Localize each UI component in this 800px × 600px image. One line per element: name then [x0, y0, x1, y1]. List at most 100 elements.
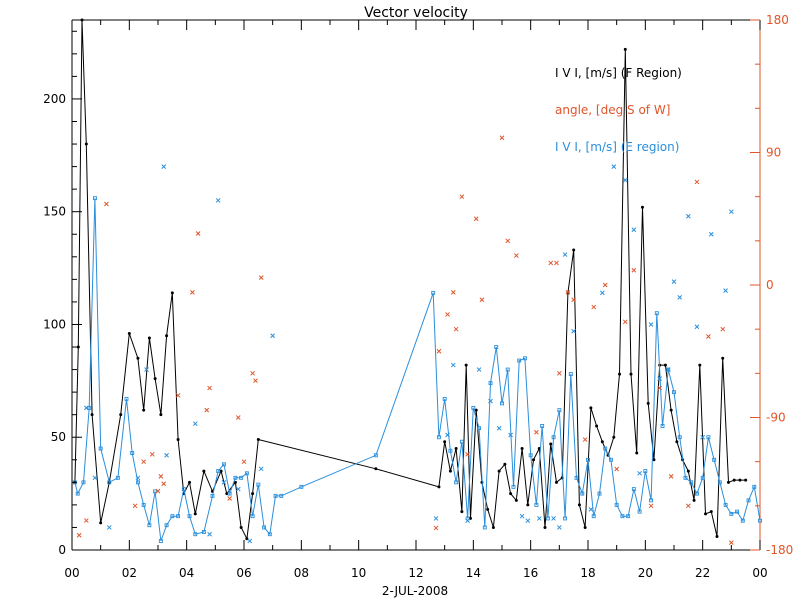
- data-point: [551, 516, 556, 521]
- x-tick-label: 06: [236, 566, 251, 580]
- data-point: [149, 451, 155, 457]
- data-point: [488, 398, 493, 404]
- data-point: [239, 525, 243, 529]
- data-point: [723, 288, 728, 293]
- data-point: [104, 201, 109, 207]
- data-point: [654, 311, 659, 316]
- data-point: [589, 406, 593, 410]
- data-point: [258, 275, 264, 280]
- chart-title: Vector velocity: [364, 5, 468, 21]
- data-point: [279, 493, 284, 498]
- data-point: [141, 502, 146, 507]
- data-point: [164, 452, 169, 458]
- data-point: [227, 496, 233, 501]
- data-point: [188, 480, 192, 484]
- data-point: [106, 525, 112, 530]
- data-point: [445, 312, 450, 317]
- legend-entry: I V I, [m/s] (F Region): [555, 66, 682, 80]
- data-point: [225, 492, 229, 496]
- data-point: [75, 491, 80, 496]
- data-point: [660, 424, 665, 428]
- data-point: [436, 348, 442, 354]
- data-point: [158, 474, 164, 479]
- data-point: [591, 514, 596, 519]
- x-tick-label: 12: [408, 566, 423, 580]
- x-tick-label: 00: [752, 566, 767, 580]
- series-f_region: [73, 18, 748, 541]
- data-point: [505, 367, 510, 372]
- data-point: [270, 333, 276, 339]
- data-point: [453, 326, 459, 332]
- data-point: [704, 512, 708, 516]
- data-point: [164, 523, 169, 528]
- data-point: [170, 291, 174, 295]
- data-point: [698, 363, 702, 367]
- data-point: [675, 440, 679, 444]
- data-point: [536, 516, 542, 521]
- data-point: [436, 435, 441, 440]
- data-point: [190, 290, 195, 295]
- data-point: [496, 425, 502, 431]
- data-point: [165, 334, 169, 338]
- data-point: [158, 539, 163, 543]
- data-point: [572, 248, 576, 252]
- data-point: [637, 470, 642, 476]
- data-point: [499, 135, 505, 141]
- data-point: [600, 440, 604, 444]
- data-point: [130, 451, 135, 455]
- data-point: [528, 453, 533, 458]
- data-point: [476, 367, 482, 372]
- data-point: [161, 481, 167, 487]
- data-point: [612, 435, 616, 439]
- data-point: [127, 331, 131, 335]
- x-tick-label: 08: [294, 566, 309, 580]
- data-point: [677, 295, 683, 300]
- data-point: [618, 372, 622, 376]
- data-point: [267, 532, 272, 537]
- data-point: [159, 413, 163, 417]
- data-point: [591, 304, 597, 310]
- data-point: [603, 446, 608, 451]
- data-point: [622, 319, 628, 325]
- data-point: [124, 396, 129, 401]
- legend-entry: angle, [deg S of W]: [555, 103, 670, 117]
- data-point: [712, 457, 717, 462]
- data-point: [649, 498, 654, 503]
- data-point: [207, 385, 212, 391]
- data-point: [258, 466, 264, 472]
- data-point: [433, 516, 439, 521]
- data-point: [241, 459, 247, 465]
- data-point: [471, 405, 476, 410]
- data-point: [545, 516, 550, 521]
- data-point: [556, 370, 562, 376]
- data-point: [235, 415, 241, 420]
- data-point: [706, 334, 711, 339]
- data-point: [622, 177, 628, 183]
- data-point: [187, 514, 192, 519]
- data-point: [608, 457, 613, 462]
- legend: I V I, [m/s] (F Region) angle, [deg S of …: [555, 66, 682, 154]
- data-point: [135, 475, 141, 481]
- data-point: [494, 345, 499, 349]
- data-point: [98, 446, 103, 451]
- data-point: [76, 345, 80, 349]
- data-point: [107, 480, 112, 485]
- data-point: [477, 426, 482, 431]
- data-point: [571, 297, 577, 303]
- data-point: [135, 480, 140, 485]
- data-point: [442, 396, 447, 401]
- data-point: [92, 196, 97, 201]
- y-left-tick-label: 50: [51, 430, 66, 444]
- data-point: [637, 509, 642, 514]
- data-point: [514, 498, 518, 502]
- data-point: [738, 478, 742, 482]
- data-point: [551, 435, 556, 440]
- data-point: [505, 238, 511, 244]
- series-line-f_region: [74, 19, 746, 541]
- data-point: [588, 507, 594, 512]
- data-point: [450, 290, 456, 295]
- y-left-tick-label: 0: [58, 543, 66, 557]
- x-tick-label: 22: [695, 566, 710, 580]
- data-point: [668, 474, 674, 479]
- data-point: [250, 370, 255, 376]
